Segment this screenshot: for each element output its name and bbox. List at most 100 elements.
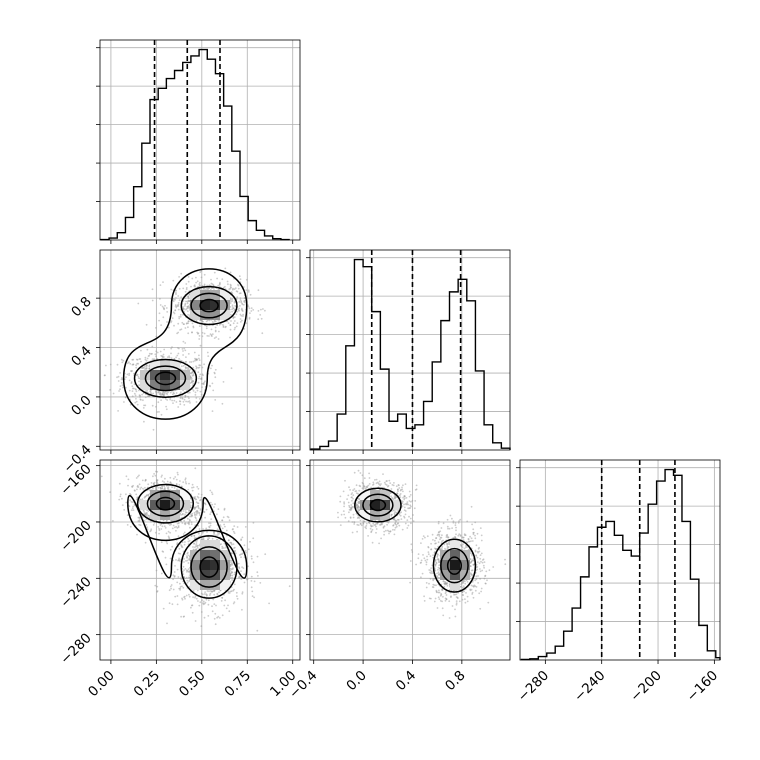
- density-cell: [190, 290, 200, 300]
- scatter-point: [409, 494, 412, 496]
- scatter-point: [395, 525, 398, 528]
- scatter-point: [400, 511, 402, 514]
- scatter-point: [229, 271, 232, 274]
- scatter-point: [197, 371, 200, 374]
- scatter-point: [210, 367, 212, 370]
- scatter-point: [183, 519, 186, 522]
- scatter-point: [112, 392, 115, 395]
- panel-frame: [99, 39, 301, 241]
- scatter-point: [172, 298, 175, 300]
- scatter-point: [178, 299, 181, 301]
- scatter-point: [182, 510, 185, 512]
- scatter-point: [165, 532, 168, 535]
- scatter-point: [218, 617, 221, 619]
- scatter-point: [123, 509, 126, 511]
- scatter-point: [121, 384, 124, 386]
- scatter-point: [128, 389, 131, 392]
- scatter-point: [478, 546, 480, 549]
- scatter-point: [214, 503, 216, 505]
- scatter-area: [310, 460, 510, 660]
- scatter-point: [211, 493, 214, 496]
- scatter-point: [471, 580, 474, 583]
- scatter-point: [171, 399, 174, 402]
- scatter-point: [203, 511, 206, 513]
- density-cell: [140, 380, 150, 390]
- scatter-point: [204, 288, 207, 291]
- scatter-point: [235, 313, 238, 316]
- scatter-point: [375, 531, 377, 534]
- scatter-point: [365, 527, 367, 530]
- scatter-point: [427, 553, 430, 556]
- scatter-point: [472, 528, 475, 531]
- scatter-point: [178, 287, 181, 290]
- scatter-point: [237, 287, 240, 290]
- scatter-point: [164, 527, 167, 529]
- scatter-point: [233, 573, 236, 576]
- scatter-point: [213, 337, 216, 339]
- scatter-point: [479, 527, 482, 529]
- scatter-point: [164, 556, 167, 559]
- scatter-point: [138, 519, 141, 522]
- scatter-point: [154, 584, 157, 587]
- scatter-point: [191, 371, 194, 374]
- panel-frame: [519, 459, 721, 661]
- scatter-point: [144, 404, 147, 407]
- scatter-point: [365, 522, 368, 525]
- density-cell: [200, 570, 210, 580]
- scatter-point: [196, 495, 199, 498]
- scatter-point: [159, 486, 162, 489]
- scatter-point: [125, 493, 127, 496]
- scatter-point: [183, 347, 186, 350]
- scatter-point: [233, 588, 235, 591]
- scatter-point: [130, 381, 133, 383]
- scatter-point: [230, 559, 233, 562]
- scatter-point: [356, 517, 359, 519]
- scatter-point: [172, 300, 175, 303]
- scatter-point: [408, 515, 410, 518]
- scatter-point: [179, 395, 182, 398]
- scatter-point: [156, 481, 158, 484]
- scatter-point: [197, 502, 200, 505]
- scatter-point: [175, 525, 178, 528]
- scatter-point: [234, 552, 237, 555]
- scatter-point: [177, 352, 180, 355]
- scatter-point: [159, 304, 162, 306]
- scatter-point: [231, 304, 234, 307]
- scatter-point: [171, 545, 174, 548]
- scatter-point: [199, 281, 201, 284]
- scatter-point: [165, 398, 167, 400]
- scatter-point: [116, 363, 119, 366]
- scatter-point: [232, 602, 235, 605]
- scatter-point: [172, 402, 174, 404]
- scatter-point: [184, 477, 187, 480]
- scatter-point: [209, 489, 212, 492]
- scatter-point: [477, 582, 479, 584]
- scatter-point: [174, 309, 177, 312]
- scatter-point: [164, 488, 166, 491]
- scatter-point: [166, 356, 169, 358]
- scatter-point: [247, 289, 250, 292]
- scatter-point: [136, 488, 138, 491]
- scatter-point: [349, 489, 351, 491]
- scatter-point: [105, 364, 107, 367]
- density-cell: [140, 370, 150, 380]
- scatter-point: [399, 494, 401, 497]
- scatter-point: [229, 577, 232, 579]
- scatter-point: [238, 307, 241, 310]
- scatter-point: [121, 361, 124, 364]
- scatter-point: [202, 602, 205, 605]
- scatter-point: [371, 525, 374, 527]
- scatter-point: [187, 540, 190, 543]
- scatter-point: [230, 571, 233, 573]
- scatter-point: [181, 522, 184, 524]
- scatter-point: [357, 524, 360, 526]
- scatter-point: [187, 562, 190, 564]
- scatter-point: [195, 513, 198, 516]
- scatter-point: [181, 321, 184, 324]
- scatter-point: [205, 594, 208, 597]
- scatter-point: [235, 290, 238, 292]
- scatter-point: [347, 520, 350, 523]
- scatter-point: [399, 493, 402, 495]
- scatter-point: [132, 505, 135, 508]
- scatter-point: [156, 590, 159, 593]
